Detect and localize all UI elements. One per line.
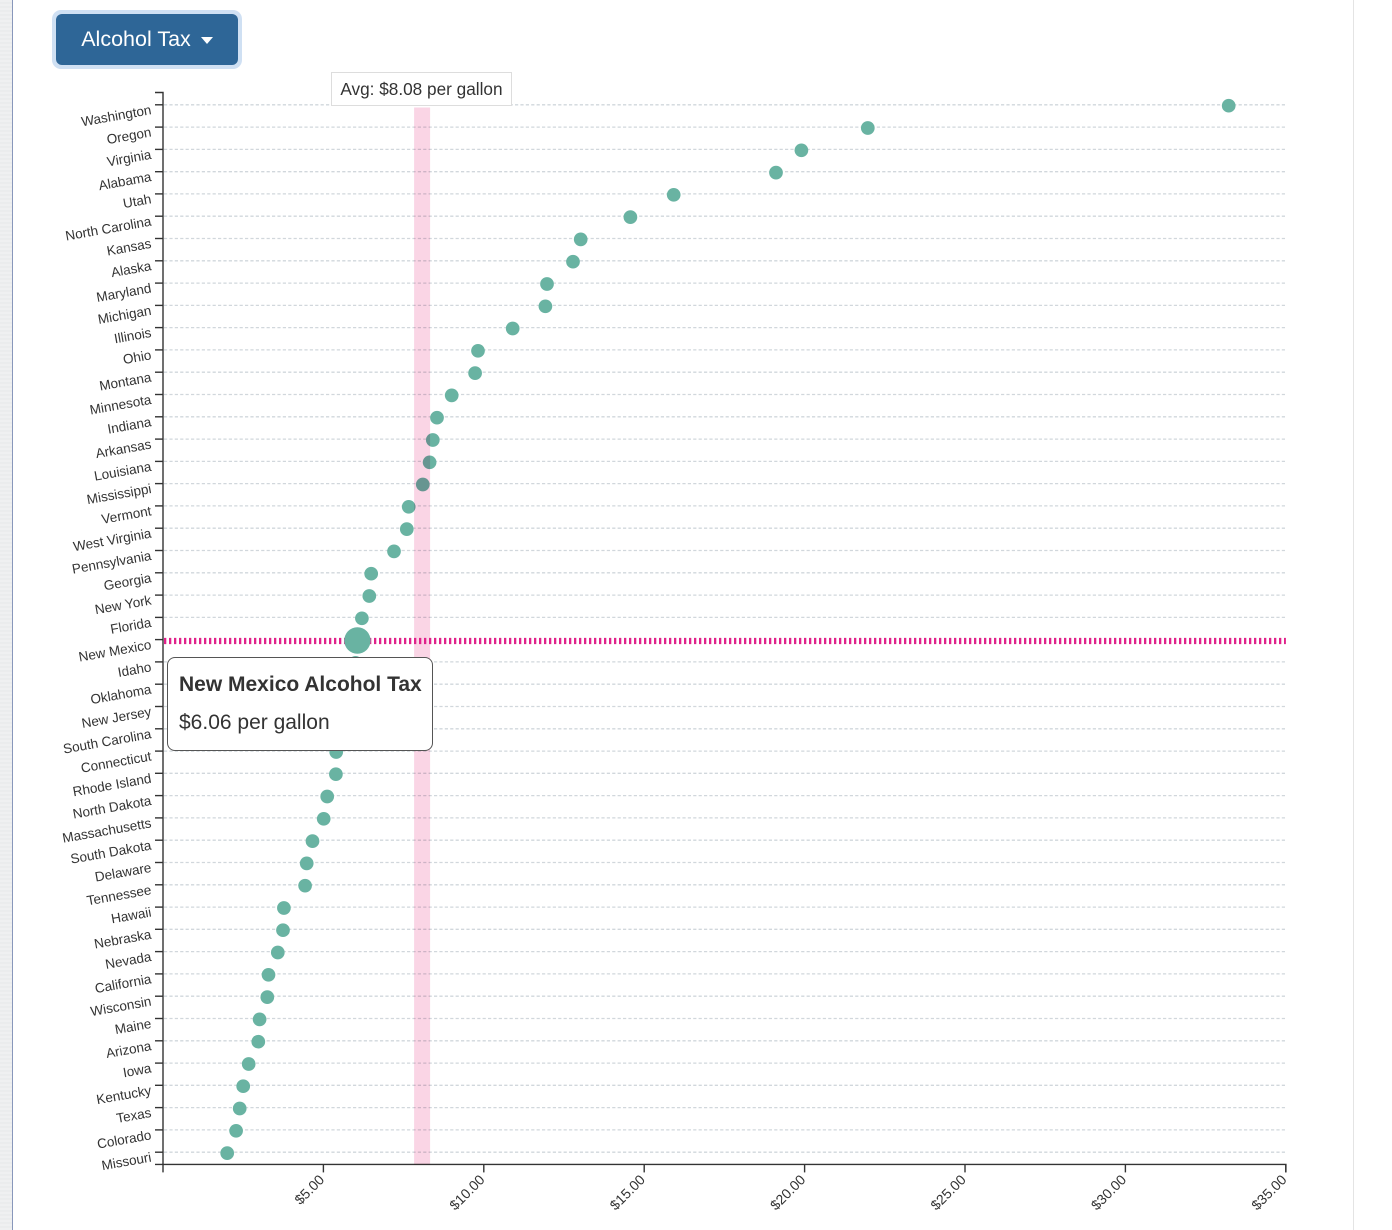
svg-text:Louisiana: Louisiana xyxy=(93,459,153,484)
svg-text:$25.00: $25.00 xyxy=(927,1171,969,1213)
svg-text:Arkansas: Arkansas xyxy=(94,437,152,462)
svg-text:Alabama: Alabama xyxy=(97,169,153,193)
svg-text:$15.00: $15.00 xyxy=(606,1171,648,1213)
svg-text:Ohio: Ohio xyxy=(122,347,153,367)
svg-text:Maryland: Maryland xyxy=(95,281,152,305)
svg-text:$30.00: $30.00 xyxy=(1088,1171,1130,1213)
svg-text:Kentucky: Kentucky xyxy=(95,1083,153,1107)
svg-text:Illinois: Illinois xyxy=(113,325,153,346)
svg-text:Kansas: Kansas xyxy=(106,236,153,259)
svg-text:California: California xyxy=(94,971,153,996)
svg-text:Delaware: Delaware xyxy=(94,860,153,885)
svg-text:Arizona: Arizona xyxy=(105,1038,153,1061)
svg-text:Nebraska: Nebraska xyxy=(93,927,153,952)
svg-text:Missouri: Missouri xyxy=(100,1150,152,1174)
svg-text:Colorado: Colorado xyxy=(96,1127,153,1151)
svg-text:New York: New York xyxy=(94,593,153,618)
svg-text:$10.00: $10.00 xyxy=(446,1171,488,1213)
svg-text:Nevada: Nevada xyxy=(104,949,153,972)
svg-text:Vermont: Vermont xyxy=(100,503,152,527)
svg-text:Idaho: Idaho xyxy=(117,659,153,680)
svg-text:Wisconsin: Wisconsin xyxy=(89,994,152,1019)
svg-text:Tennessee: Tennessee xyxy=(86,882,153,908)
svg-text:Florida: Florida xyxy=(109,615,153,637)
svg-text:Minnesota: Minnesota xyxy=(89,392,153,418)
svg-text:Utah: Utah xyxy=(122,191,153,211)
svg-text:$35.00: $35.00 xyxy=(1248,1171,1290,1213)
svg-text:Oklahoma: Oklahoma xyxy=(89,682,153,708)
svg-text:Indiana: Indiana xyxy=(106,414,153,437)
svg-text:$20.00: $20.00 xyxy=(767,1171,809,1213)
svg-text:$5.00: $5.00 xyxy=(291,1171,327,1207)
svg-text:Texas: Texas xyxy=(115,1105,153,1126)
svg-text:Maine: Maine xyxy=(114,1016,153,1037)
svg-text:Georgia: Georgia xyxy=(103,570,153,593)
svg-text:Virginia: Virginia xyxy=(106,147,153,170)
svg-text:Oregon: Oregon xyxy=(106,125,153,148)
svg-text:Mississippi: Mississippi xyxy=(86,481,153,507)
svg-text:Michigan: Michigan xyxy=(97,303,153,327)
svg-text:Alaska: Alaska xyxy=(110,258,153,280)
svg-text:Iowa: Iowa xyxy=(122,1060,153,1080)
svg-text:Montana: Montana xyxy=(98,370,153,394)
svg-text:Hawaii: Hawaii xyxy=(110,905,153,927)
